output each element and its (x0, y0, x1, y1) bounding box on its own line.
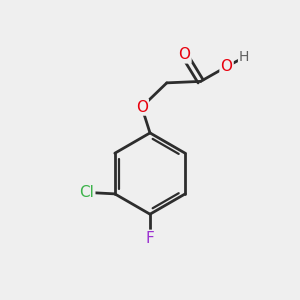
Text: H: H (239, 50, 249, 64)
Text: O: O (178, 47, 190, 62)
Text: Cl: Cl (80, 185, 94, 200)
Text: F: F (146, 231, 154, 246)
Text: O: O (136, 100, 148, 115)
Text: O: O (220, 59, 232, 74)
